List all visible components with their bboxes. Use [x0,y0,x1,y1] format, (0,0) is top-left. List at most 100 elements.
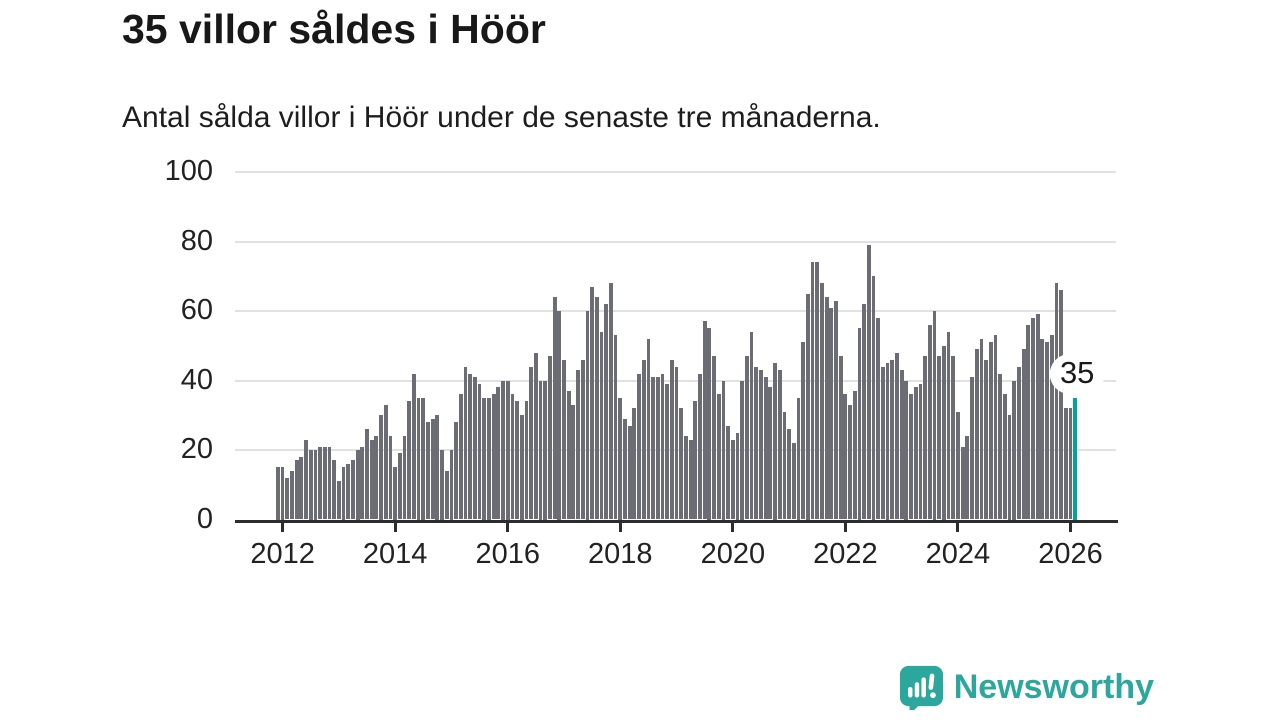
bar [604,304,609,520]
bar [895,352,899,520]
y-axis-label-0: 0 [196,502,213,535]
bar [538,380,543,520]
bar [1045,342,1049,520]
bar [397,453,402,520]
bar [796,397,801,520]
bar [623,418,627,520]
bar [791,443,796,520]
bar [608,283,613,520]
latest-value-label: 35 [1049,354,1105,394]
x-axis-label-2020: 2020 [700,538,766,570]
bar [946,331,951,520]
bar [970,377,974,520]
bar [1007,415,1012,520]
bar [852,390,857,520]
x-axis-label-2022: 2022 [813,538,878,570]
bar [566,390,571,520]
x-axis-tick-2016 [506,522,510,532]
bar [496,387,501,520]
bar [820,283,824,520]
bar [304,439,308,520]
bar [360,446,365,520]
bar [669,359,674,520]
x-axis-label-2016: 2016 [475,538,540,570]
bar [679,408,684,520]
bar [416,397,421,520]
bar [1049,335,1054,520]
bar [993,335,998,520]
page-title: 35 villor såldes i Höör [122,6,546,52]
bar [501,380,505,520]
bar [355,450,360,520]
bar [712,356,716,520]
bar [332,460,337,520]
bar [402,436,407,520]
bar [871,276,876,520]
bar [327,446,332,520]
bar [829,307,834,520]
bar [857,328,862,520]
bar [576,370,580,520]
bar [1063,408,1068,520]
x-axis-label-2018: 2018 [588,538,653,570]
bar [684,436,688,520]
y-axis-label-100: 100 [164,155,213,187]
bar [562,359,566,520]
bar [308,450,313,520]
x-axis-label-2026: 2026 [1038,538,1103,570]
bar [463,366,468,520]
bar [440,450,444,520]
bar [421,397,426,520]
chart-subtitle: Antal sålda villor i Höör under de senas… [122,101,881,134]
bar [698,373,702,520]
bar [951,356,956,520]
bar [477,383,482,520]
bar [716,394,721,520]
bar [702,321,707,520]
bar [407,401,412,520]
bar [688,439,693,520]
bar [960,446,965,520]
bar [599,331,604,520]
bar [974,349,979,520]
gridline-80 [235,240,1116,243]
bar [782,411,787,520]
bar [1068,408,1073,520]
bar [754,366,759,520]
bar [336,481,341,520]
bar [449,450,454,520]
bar [1021,349,1026,520]
x-axis-line [235,519,1118,523]
bar [529,366,534,520]
gridline-60 [235,310,1116,312]
x-axis-tick-2024 [956,522,960,532]
newsworthy-wordmark: Newsworthy [953,667,1154,706]
y-axis-label-80: 80 [180,224,213,257]
bar [759,370,763,520]
bar [838,356,843,520]
bar [885,363,890,520]
y-axis-label-40: 40 [180,363,213,396]
bar [810,262,815,520]
bar [351,460,355,520]
bar [834,300,838,520]
x-axis-tick-2022 [843,522,847,532]
bar [1035,314,1040,520]
bar [412,373,416,520]
bar [548,356,552,520]
bar [1040,338,1045,520]
bar [505,380,510,520]
bar [618,397,623,520]
bar [444,470,449,520]
bar [998,373,1003,520]
bar [454,422,459,520]
bar [369,439,374,520]
bar [801,342,806,520]
bar [927,324,932,520]
bar [988,342,993,520]
bar [468,373,473,520]
bar [904,380,909,520]
bar [580,359,585,520]
bar [543,380,548,520]
bar [740,380,745,520]
